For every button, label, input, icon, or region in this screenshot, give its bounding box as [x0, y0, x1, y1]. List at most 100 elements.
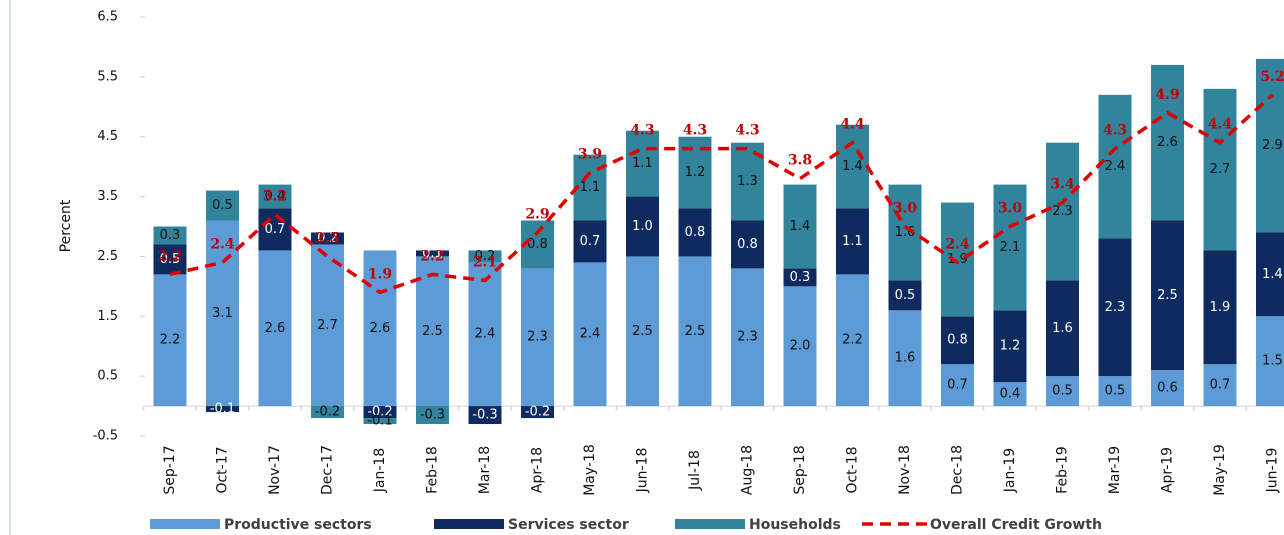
- line-value-label: 4.4: [840, 117, 865, 133]
- bar: [941, 202, 974, 317]
- bar: [416, 256, 449, 407]
- line-value-label: 3.4: [1050, 177, 1075, 193]
- bar-value-label: -0.3: [420, 408, 445, 423]
- bar: [416, 406, 449, 425]
- bar-value-label: 0.6: [1157, 381, 1178, 396]
- bar-value-label: 2.3: [527, 330, 548, 345]
- bar-value-label: 2.5: [632, 324, 653, 339]
- bar: [626, 196, 659, 257]
- line-value-label: 3.0: [893, 201, 918, 217]
- line-value-label: 4.3: [630, 123, 654, 139]
- x-tick-label: Mar-19: [1107, 446, 1123, 494]
- line-value-label: 1.9: [368, 266, 392, 282]
- bar-value-label: 0.5: [212, 198, 233, 213]
- bar-value-label: -0.1: [210, 402, 235, 417]
- line-value-label: 4.3: [735, 123, 759, 139]
- x-tick-label: Jun-18: [635, 448, 651, 494]
- x-tick-label: Jan-18: [372, 448, 388, 493]
- bar: [1046, 376, 1079, 407]
- bar-value-label: 0.8: [527, 237, 548, 252]
- bar: [941, 316, 974, 365]
- bar-value-label: 0.7: [580, 234, 601, 249]
- bar-value-label: 2.5: [1157, 288, 1178, 303]
- x-tick-label: Mar-18: [477, 446, 493, 494]
- bar-value-label: 0.5: [160, 252, 181, 267]
- y-tick-label: 6.5: [97, 10, 118, 25]
- bar-value-label: 2.4: [475, 327, 496, 342]
- bar-value-label: 2.2: [160, 333, 181, 348]
- x-tick-label: Apr-19: [1160, 447, 1176, 493]
- bar: [783, 184, 817, 269]
- bar: [258, 250, 292, 407]
- bar: [836, 208, 869, 275]
- line-value-label: 4.4: [1208, 117, 1233, 133]
- bar-value-label: 0.7: [947, 378, 968, 393]
- bar: [468, 406, 502, 425]
- line-value-label: 2.4: [210, 236, 235, 252]
- bar-value-label: 2.6: [370, 321, 391, 336]
- bar: [678, 208, 712, 257]
- bar: [731, 268, 764, 407]
- x-tick-label: Jul-18: [687, 450, 703, 491]
- line: [169, 93, 1274, 295]
- x-tick-label: Dec-17: [320, 445, 336, 495]
- bar-value-label: 0.2: [475, 249, 496, 264]
- bar: [626, 130, 659, 197]
- bar-value-label: 1.4: [1262, 267, 1283, 282]
- bar: [888, 280, 922, 311]
- line-value-label: 2.9: [525, 206, 549, 222]
- line-value-label: 4.3: [683, 123, 707, 139]
- y-tick-label: -0.5: [93, 429, 118, 444]
- bar-value-label: 0.5: [1105, 384, 1126, 399]
- bar: [468, 250, 502, 263]
- bar-value-label: 2.4: [580, 327, 601, 342]
- bar: [416, 250, 449, 257]
- bar: [521, 406, 554, 419]
- x-tick-label: Nov-17: [267, 445, 283, 495]
- line-value-label: 3.9: [578, 147, 602, 163]
- bar-value-label: -0.2: [367, 405, 392, 420]
- bar-value-label: 2.2: [842, 333, 863, 348]
- line-value-label: 4.3: [1103, 123, 1127, 139]
- x-tick-label: May-19: [1212, 444, 1228, 496]
- bar: [993, 382, 1027, 407]
- bar: [626, 256, 659, 407]
- bar-value-label: 0.5: [1052, 384, 1073, 399]
- bar: [783, 286, 817, 407]
- line-value-label: 3.2: [263, 189, 287, 205]
- bar: [1256, 58, 1284, 233]
- y-tick-label: 5.5: [97, 69, 118, 84]
- y-tick-label: 4.5: [97, 129, 118, 144]
- bar-value-label: 0.4: [1000, 387, 1021, 402]
- bar: [1151, 220, 1184, 371]
- bar: [206, 190, 239, 221]
- bar-value-label: 0.3: [790, 270, 811, 285]
- bar: [836, 274, 869, 407]
- x-tick-label: Aug-18: [740, 445, 756, 495]
- bar: [573, 262, 607, 407]
- bar: [1203, 250, 1237, 365]
- bar-value-label: 0.7: [1210, 378, 1231, 393]
- bar: [311, 244, 344, 407]
- bar: [993, 184, 1027, 311]
- bar: [1151, 370, 1184, 407]
- bar: [153, 274, 187, 407]
- x-tick-label: Sep-18: [792, 445, 808, 494]
- line-value-label: 2.1: [473, 254, 497, 270]
- bar-value-label: 0.2: [317, 231, 338, 246]
- bar: [1046, 142, 1079, 281]
- bar-value-label: 2.7: [317, 318, 338, 333]
- line-value-label: 3.0: [998, 201, 1023, 217]
- bar-value-label: 2.4: [1105, 159, 1126, 174]
- y-tick-label: 3.5: [97, 189, 118, 204]
- bar-value-label: 1.4: [842, 159, 863, 174]
- bar: [363, 406, 397, 419]
- bar-value-label: 2.5: [422, 324, 443, 339]
- bar: [836, 124, 869, 209]
- x-tick-label: Jun-19: [1265, 448, 1281, 494]
- bar: [941, 364, 974, 407]
- line-value-label: 2.5: [315, 230, 339, 246]
- bar: [731, 220, 764, 269]
- y-tick-label: 0.5: [97, 369, 118, 384]
- bar: [1203, 88, 1237, 251]
